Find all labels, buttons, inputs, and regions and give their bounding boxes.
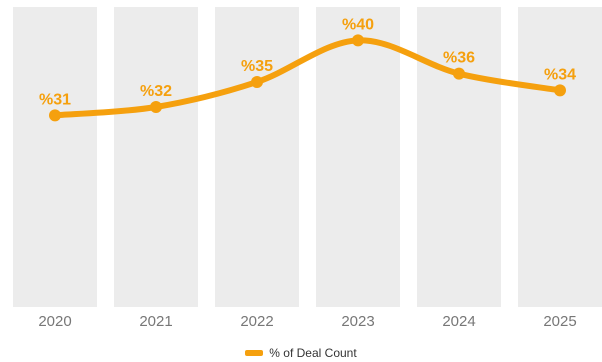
data-label: %35 — [241, 58, 273, 75]
data-label: %32 — [140, 83, 172, 100]
category-band — [417, 7, 501, 307]
x-tick-label: 2025 — [543, 313, 576, 330]
category-band — [518, 7, 602, 307]
data-point — [554, 84, 566, 97]
data-point — [49, 109, 61, 122]
data-point — [251, 76, 263, 88]
data-points — [49, 34, 566, 122]
data-point — [453, 67, 465, 80]
data-label: %31 — [39, 91, 71, 108]
data-label: %40 — [342, 16, 374, 33]
category-band — [215, 7, 299, 307]
data-label: %34 — [544, 66, 576, 83]
x-tick-label: 2021 — [139, 313, 172, 330]
data-label: %36 — [443, 50, 475, 67]
legend: % of Deal Count — [0, 345, 602, 361]
x-tick-label: 2024 — [442, 313, 475, 330]
data-labels: %31 %32 %35 %40 %36 %34 — [39, 16, 576, 108]
line-chart: %31 %32%35%40%36%34 2020 2021 2022 2023 2024 2… — [13, 7, 602, 330]
category-band — [316, 7, 400, 307]
x-tick-label: 2023 — [341, 313, 374, 330]
category-band — [13, 7, 97, 307]
x-axis-ticks: 2020 2021 2022 2023 2024 2025 — [38, 313, 576, 330]
data-point — [352, 34, 364, 47]
x-tick-label: 2020 — [38, 313, 71, 330]
legend-swatch — [245, 350, 264, 356]
data-point — [150, 101, 162, 113]
x-tick-label: 2022 — [240, 313, 273, 330]
category-band — [114, 7, 198, 307]
series-line — [52, 37, 563, 119]
legend-label: % of Deal Count — [269, 346, 357, 360]
category-bands — [13, 7, 602, 307]
